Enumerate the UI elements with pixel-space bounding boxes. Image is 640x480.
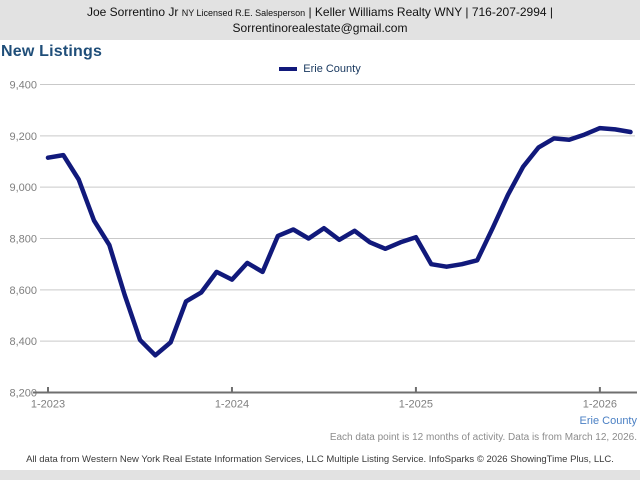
contact-header: Joe Sorrentino Jr NY Licensed R.E. Sales… — [0, 0, 640, 40]
x-axis-label: 1-2026 — [583, 399, 617, 411]
agent-license: NY Licensed R.E. Salesperson — [181, 8, 306, 18]
x-axis-label: 1-2024 — [215, 399, 249, 411]
attribution-footer: All data from Western New York Real Esta… — [26, 454, 614, 465]
y-axis-label: 8,800 — [9, 234, 37, 246]
page-title: New Listings — [1, 43, 103, 60]
chart-legend: Erie County — [0, 63, 640, 75]
chart-footnote: Each data point is 12 months of activity… — [329, 432, 637, 443]
y-axis-label: 8,400 — [9, 336, 37, 348]
bottom-band — [0, 470, 640, 480]
erie-county-line-swatch — [279, 67, 298, 71]
legend-label: Erie County — [303, 63, 361, 75]
y-axis-label: 8,600 — [9, 285, 37, 297]
y-axis-label: 9,200 — [9, 131, 37, 143]
y-axis-label: 9,000 — [9, 182, 37, 194]
x-axis-label: 1-2023 — [31, 399, 65, 411]
x-axis-label: 1-2025 — [399, 399, 433, 411]
series-source-label[interactable]: Erie County — [579, 415, 637, 427]
y-axis-label: 8,200 — [9, 388, 37, 400]
y-axis-label: 9,400 — [9, 80, 37, 92]
contact-header-line1: Joe Sorrentino Jr NY Licensed R.E. Sales… — [0, 5, 640, 21]
agent-name: Joe Sorrentino Jr — [86, 5, 179, 19]
agent-email: Sorrentinorealestate@gmail.com — [232, 21, 408, 35]
brokerage-and-phone: | Keller Williams Realty WNY | 716-207-2… — [308, 5, 554, 19]
erie-county-data-line — [45, 125, 633, 358]
